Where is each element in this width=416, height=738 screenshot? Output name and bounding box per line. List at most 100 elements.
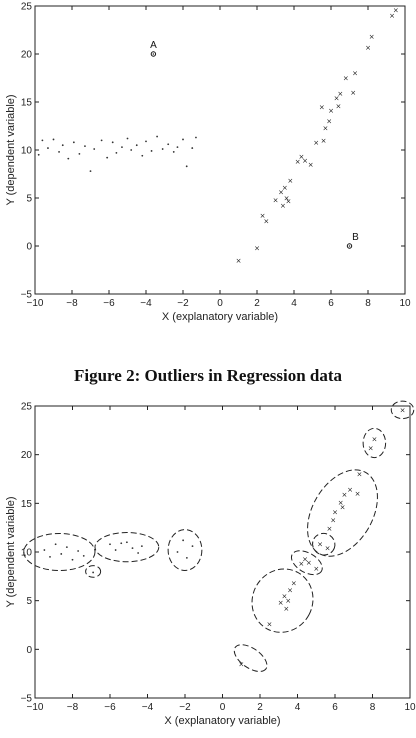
clustered-regression-scatter-plot: −10 −8 −6 −4 −2 0 2 4 6 8 10 −5 0 5 10 15 20 25 X (explana… bbox=[5, 400, 416, 727]
data-point bbox=[78, 152, 81, 155]
data-point: × bbox=[326, 118, 332, 126]
x-tick-label: 10 bbox=[404, 702, 416, 713]
data-point: × bbox=[282, 184, 288, 192]
y-tick-label: 20 bbox=[21, 450, 33, 461]
cluster-outline bbox=[362, 427, 387, 459]
plot-frame bbox=[34, 5, 406, 295]
data-point bbox=[182, 539, 185, 542]
y-tick-label: 25 bbox=[21, 402, 33, 413]
data-point: × bbox=[306, 559, 312, 567]
x-tick-label: 8 bbox=[370, 702, 376, 713]
data-point bbox=[93, 148, 96, 150]
x-tick-label: −4 bbox=[142, 702, 154, 713]
data-point bbox=[41, 139, 44, 142]
y-axis-label: Y (dependent variable) bbox=[5, 94, 17, 205]
data-point bbox=[135, 144, 138, 147]
y-tick-label: 10 bbox=[21, 548, 33, 559]
outlier-marker bbox=[150, 51, 157, 57]
data-point bbox=[121, 146, 123, 149]
x-axis-label: X (explanatory variable) bbox=[162, 311, 278, 323]
x-tick-label: −6 bbox=[104, 702, 116, 713]
data-point bbox=[191, 147, 194, 149]
data-point bbox=[125, 541, 128, 544]
data-point: × bbox=[263, 218, 269, 226]
figure-caption: Figure 2: Outliers in Regression data bbox=[73, 366, 343, 385]
x-tick-label: 4 bbox=[291, 298, 297, 309]
data-point: × bbox=[335, 102, 341, 110]
data-point: × bbox=[352, 70, 358, 78]
data-point bbox=[126, 137, 129, 140]
data-point: × bbox=[260, 212, 266, 220]
x-tick-label: −4 bbox=[140, 298, 152, 309]
data-point bbox=[185, 165, 188, 168]
data-point: × bbox=[254, 244, 260, 252]
y-tick-label: 20 bbox=[21, 50, 33, 61]
data-point: × bbox=[291, 580, 297, 588]
data-point: × bbox=[338, 499, 344, 507]
data-point bbox=[60, 553, 63, 555]
cluster-outline bbox=[312, 532, 336, 556]
y-tick-label: 15 bbox=[21, 98, 33, 109]
data-point: × bbox=[321, 137, 327, 145]
data-point: × bbox=[287, 177, 293, 185]
data-point bbox=[195, 136, 197, 139]
data-point bbox=[120, 542, 123, 545]
data-point bbox=[89, 170, 92, 173]
x-axis-label: X (explanatory variable) bbox=[164, 715, 280, 727]
data-point: × bbox=[337, 90, 343, 98]
data-point: × bbox=[393, 6, 399, 14]
y-tick-label: 15 bbox=[21, 499, 33, 510]
data-point: × bbox=[280, 202, 286, 210]
data-point bbox=[182, 138, 184, 141]
data-point bbox=[65, 546, 68, 549]
outlier-point bbox=[152, 53, 155, 55]
x-tick-label: 6 bbox=[328, 298, 334, 309]
x-tick-label: −2 bbox=[177, 298, 189, 309]
y-tick-label: −5 bbox=[21, 694, 33, 705]
data-point: × bbox=[365, 44, 371, 52]
data-point: × bbox=[287, 586, 293, 594]
data-point bbox=[58, 151, 60, 153]
data-point: × bbox=[298, 560, 304, 568]
data-point bbox=[52, 138, 55, 141]
cluster-outline bbox=[85, 565, 102, 578]
x-tick-label: 2 bbox=[254, 298, 260, 309]
x-tick-label: −8 bbox=[66, 298, 78, 309]
data-point bbox=[115, 151, 118, 154]
data-point: × bbox=[308, 161, 314, 169]
data-point bbox=[145, 140, 147, 143]
x-tick-label: 0 bbox=[217, 298, 223, 309]
data-point bbox=[172, 151, 175, 153]
data-point bbox=[54, 543, 57, 546]
data-point: × bbox=[326, 525, 332, 533]
data-point bbox=[141, 154, 144, 157]
data-point bbox=[92, 571, 95, 574]
cluster-outline bbox=[390, 400, 415, 420]
data-point bbox=[131, 547, 134, 550]
cluster-outline bbox=[23, 533, 96, 571]
data-point bbox=[156, 135, 159, 138]
data-point: × bbox=[302, 555, 308, 563]
data-point: × bbox=[298, 153, 304, 161]
data-point: × bbox=[389, 12, 395, 20]
x-tick-label: 8 bbox=[365, 298, 371, 309]
x-tick-label: −10 bbox=[27, 298, 44, 309]
data-point: × bbox=[236, 257, 242, 265]
data-point: × bbox=[283, 605, 289, 613]
y-tick-label: 5 bbox=[26, 596, 32, 607]
data-point: × bbox=[313, 565, 319, 573]
data-point bbox=[47, 147, 49, 149]
data-point: × bbox=[238, 660, 244, 668]
data-point bbox=[176, 551, 179, 553]
data-point bbox=[111, 141, 114, 144]
outlier-point bbox=[348, 245, 351, 247]
data-point: × bbox=[400, 406, 406, 414]
outlier-marker bbox=[346, 243, 353, 249]
cluster-outline bbox=[167, 529, 203, 571]
y-tick-label: 5 bbox=[26, 194, 32, 205]
data-point: × bbox=[285, 597, 291, 605]
data-point: × bbox=[278, 599, 284, 607]
data-point: × bbox=[355, 490, 361, 498]
data-point: × bbox=[334, 95, 340, 103]
data-point bbox=[61, 144, 64, 147]
